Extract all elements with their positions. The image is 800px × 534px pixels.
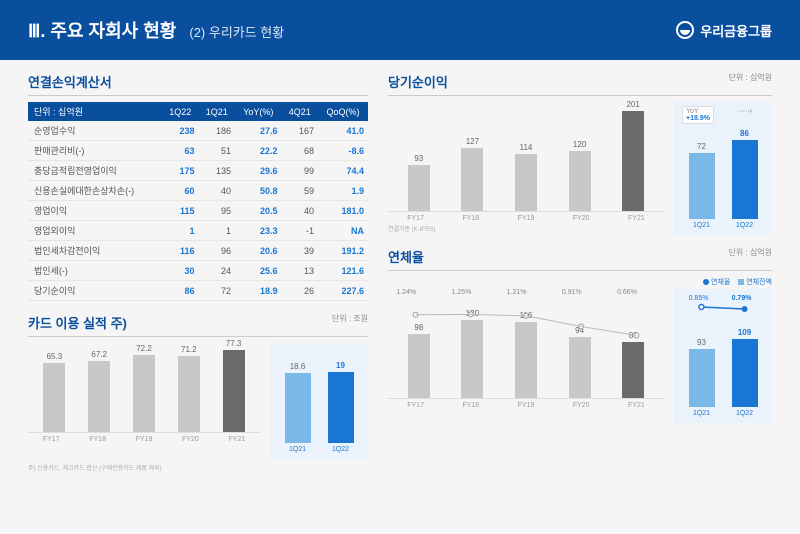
x-label: FY19 (498, 215, 553, 222)
rate-label: 1.21% (507, 289, 527, 296)
table-row: 판매관리비(-)635122.268-8.6 (28, 141, 368, 161)
bar: 93 (680, 338, 723, 407)
x-label: FY17 (388, 402, 443, 409)
table-row: 영업이익1159520.540181.0 (28, 201, 368, 221)
company-logo: 우리금융그룹 (676, 21, 772, 40)
x-label: FY20 (554, 402, 609, 409)
bar: 18.6 (276, 362, 319, 443)
income-col-header: 4Q21 (282, 102, 319, 121)
bar: 86 (606, 331, 660, 398)
card-usage-chart: 65.367.272.271.277.3 FY17FY18FY19FY20FY2… (28, 343, 368, 459)
content-grid: 연결손익계산서 단위 : 십억원1Q221Q21YoY(%)4Q21QoQ(%)… (0, 60, 800, 484)
net-income-unit: 단위 : 십억원 (729, 72, 772, 83)
bar: 65.3 (32, 352, 77, 432)
table-row: 법인세(-)302425.613121.6 (28, 261, 368, 281)
x-label: FY19 (121, 436, 167, 443)
card-usage-footnote: 주) 신용카드, 체크카드 합산 (구매전용카드 제품 제외) (28, 463, 368, 472)
arrow-annotation: ·····› (738, 108, 752, 115)
x-label: FY17 (28, 436, 74, 443)
card-usage-section: 카드 이용 실적 주) 단위 : 조원 65.367.272.271.277.3… (28, 313, 368, 472)
page-header: Ⅲ. 주요 자회사 현황 (2) 우리카드 현황 우리금융그룹 (0, 0, 800, 60)
bar: 94 (553, 326, 607, 398)
left-column: 연결손익계산서 단위 : 십억원1Q221Q21YoY(%)4Q21QoQ(%)… (28, 72, 368, 472)
x-label: FY20 (167, 436, 213, 443)
x-label: 1Q21 (680, 410, 723, 417)
logo-text: 우리금융그룹 (700, 21, 772, 40)
bar: 201 (606, 100, 660, 212)
delinquency-side: 0.85% 0.79% 93109 1Q211Q22 (674, 289, 772, 423)
bar: 127 (446, 137, 500, 212)
bar: 109 (723, 328, 766, 407)
bar: 67.2 (77, 350, 122, 432)
delinquency-section: 연체율 단위 : 십억원 연체율 연체잔액 1.24% 1.25% 1.21% 0.9… (388, 247, 772, 423)
x-label: 1Q22 (319, 446, 362, 453)
page-subtitle: (2) 우리카드 현황 (189, 25, 284, 40)
income-col-header: 1Q21 (199, 102, 236, 121)
card-usage-main: 65.367.272.271.277.3 FY17FY18FY19FY20FY2… (28, 343, 260, 459)
bar: 86 (723, 129, 766, 219)
income-table: 단위 : 십억원1Q221Q21YoY(%)4Q21QoQ(%) 순영업수익23… (28, 102, 368, 301)
logo-icon (676, 21, 694, 39)
rate-label: 0.66% (617, 289, 637, 296)
yoy-badge: YoY+18.9% (682, 106, 714, 124)
table-row: 충당금적립전영업이익17513529.69974.4 (28, 161, 368, 181)
delinquency-chart: 1.24% 1.25% 1.21% 0.91% 0.66% 981201169486 F… (388, 289, 772, 423)
table-row: 순영업수익23818627.616741.0 (28, 121, 368, 141)
bar: 72 (680, 142, 723, 219)
x-label: FY21 (609, 215, 664, 222)
net-income-main: 93127114120201 FY17FY18FY19FY20FY21 연결기준… (388, 102, 664, 235)
net-income-footnote: 연결기준 (K-IFRS) (388, 224, 664, 233)
income-section: 연결손익계산서 단위 : 십억원1Q221Q21YoY(%)4Q21QoQ(%)… (28, 72, 368, 301)
bar: 71.2 (166, 345, 211, 432)
income-col-header: 1Q22 (162, 102, 199, 121)
card-usage-title: 카드 이용 실적 주) 단위 : 조원 (28, 313, 368, 337)
net-income-side: YoY+18.9% ·····› 7286 1Q211Q22 (674, 102, 772, 235)
x-label: FY21 (214, 436, 260, 443)
delinquency-legend: 연체율 연체잔액 (388, 277, 772, 287)
income-col-header: QoQ(%) (318, 102, 368, 121)
x-label: 1Q22 (723, 410, 766, 417)
x-label: FY20 (554, 215, 609, 222)
income-title: 연결손익계산서 (28, 72, 368, 96)
rate-label: 1.25% (451, 289, 471, 296)
delinquency-main: 1.24% 1.25% 1.21% 0.91% 0.66% 981201169486 F… (388, 289, 664, 423)
x-label: FY17 (388, 215, 443, 222)
x-label: 1Q21 (276, 446, 319, 453)
bar: 93 (392, 154, 446, 212)
net-income-title: 당기순이익 단위 : 십억원 (388, 72, 772, 96)
rate-label: 0.79% (732, 295, 752, 302)
x-label: FY21 (609, 402, 664, 409)
rate-label: 1.24% (396, 289, 416, 296)
rate-label: 0.85% (689, 295, 709, 302)
bar: 19 (319, 361, 362, 443)
page-title: Ⅲ. 주요 자회사 현황 (2) 우리카드 현황 (28, 17, 284, 43)
income-col-header: 단위 : 십억원 (28, 102, 162, 121)
rate-label: 0.91% (562, 289, 582, 296)
x-label: FY18 (443, 215, 498, 222)
table-row: 당기순이익867218.926227.6 (28, 281, 368, 301)
card-usage-unit: 단위 : 조원 (332, 313, 368, 324)
net-income-section: 당기순이익 단위 : 십억원 93127114120201 FY17FY18FY… (388, 72, 772, 235)
income-col-header: YoY(%) (235, 102, 281, 121)
bar: 120 (446, 309, 500, 398)
bar: 77.3 (211, 339, 256, 432)
table-row: 영업외이익1123.3-1NA (28, 221, 368, 241)
delinquency-title: 연체율 단위 : 십억원 (388, 247, 772, 271)
bar: 116 (499, 311, 553, 398)
delinquency-unit: 단위 : 십억원 (729, 247, 772, 258)
right-column: 당기순이익 단위 : 십억원 93127114120201 FY17FY18FY… (388, 72, 772, 472)
card-usage-side: 18.619 1Q211Q22 (270, 343, 368, 459)
x-label: FY19 (498, 402, 553, 409)
x-label: FY18 (74, 436, 120, 443)
x-label: FY18 (443, 402, 498, 409)
table-row: 신용손실에대한손상차손(-)604050.8591.9 (28, 181, 368, 201)
table-row: 법인세차감전이익1169620.639191.2 (28, 241, 368, 261)
net-income-chart: 93127114120201 FY17FY18FY19FY20FY21 연결기준… (388, 102, 772, 235)
bar: 98 (392, 323, 446, 398)
x-label: 1Q21 (680, 222, 723, 229)
bar: 114 (499, 143, 553, 211)
bar: 72.2 (122, 344, 167, 432)
x-label: 1Q22 (723, 222, 766, 229)
bar: 120 (553, 140, 607, 211)
